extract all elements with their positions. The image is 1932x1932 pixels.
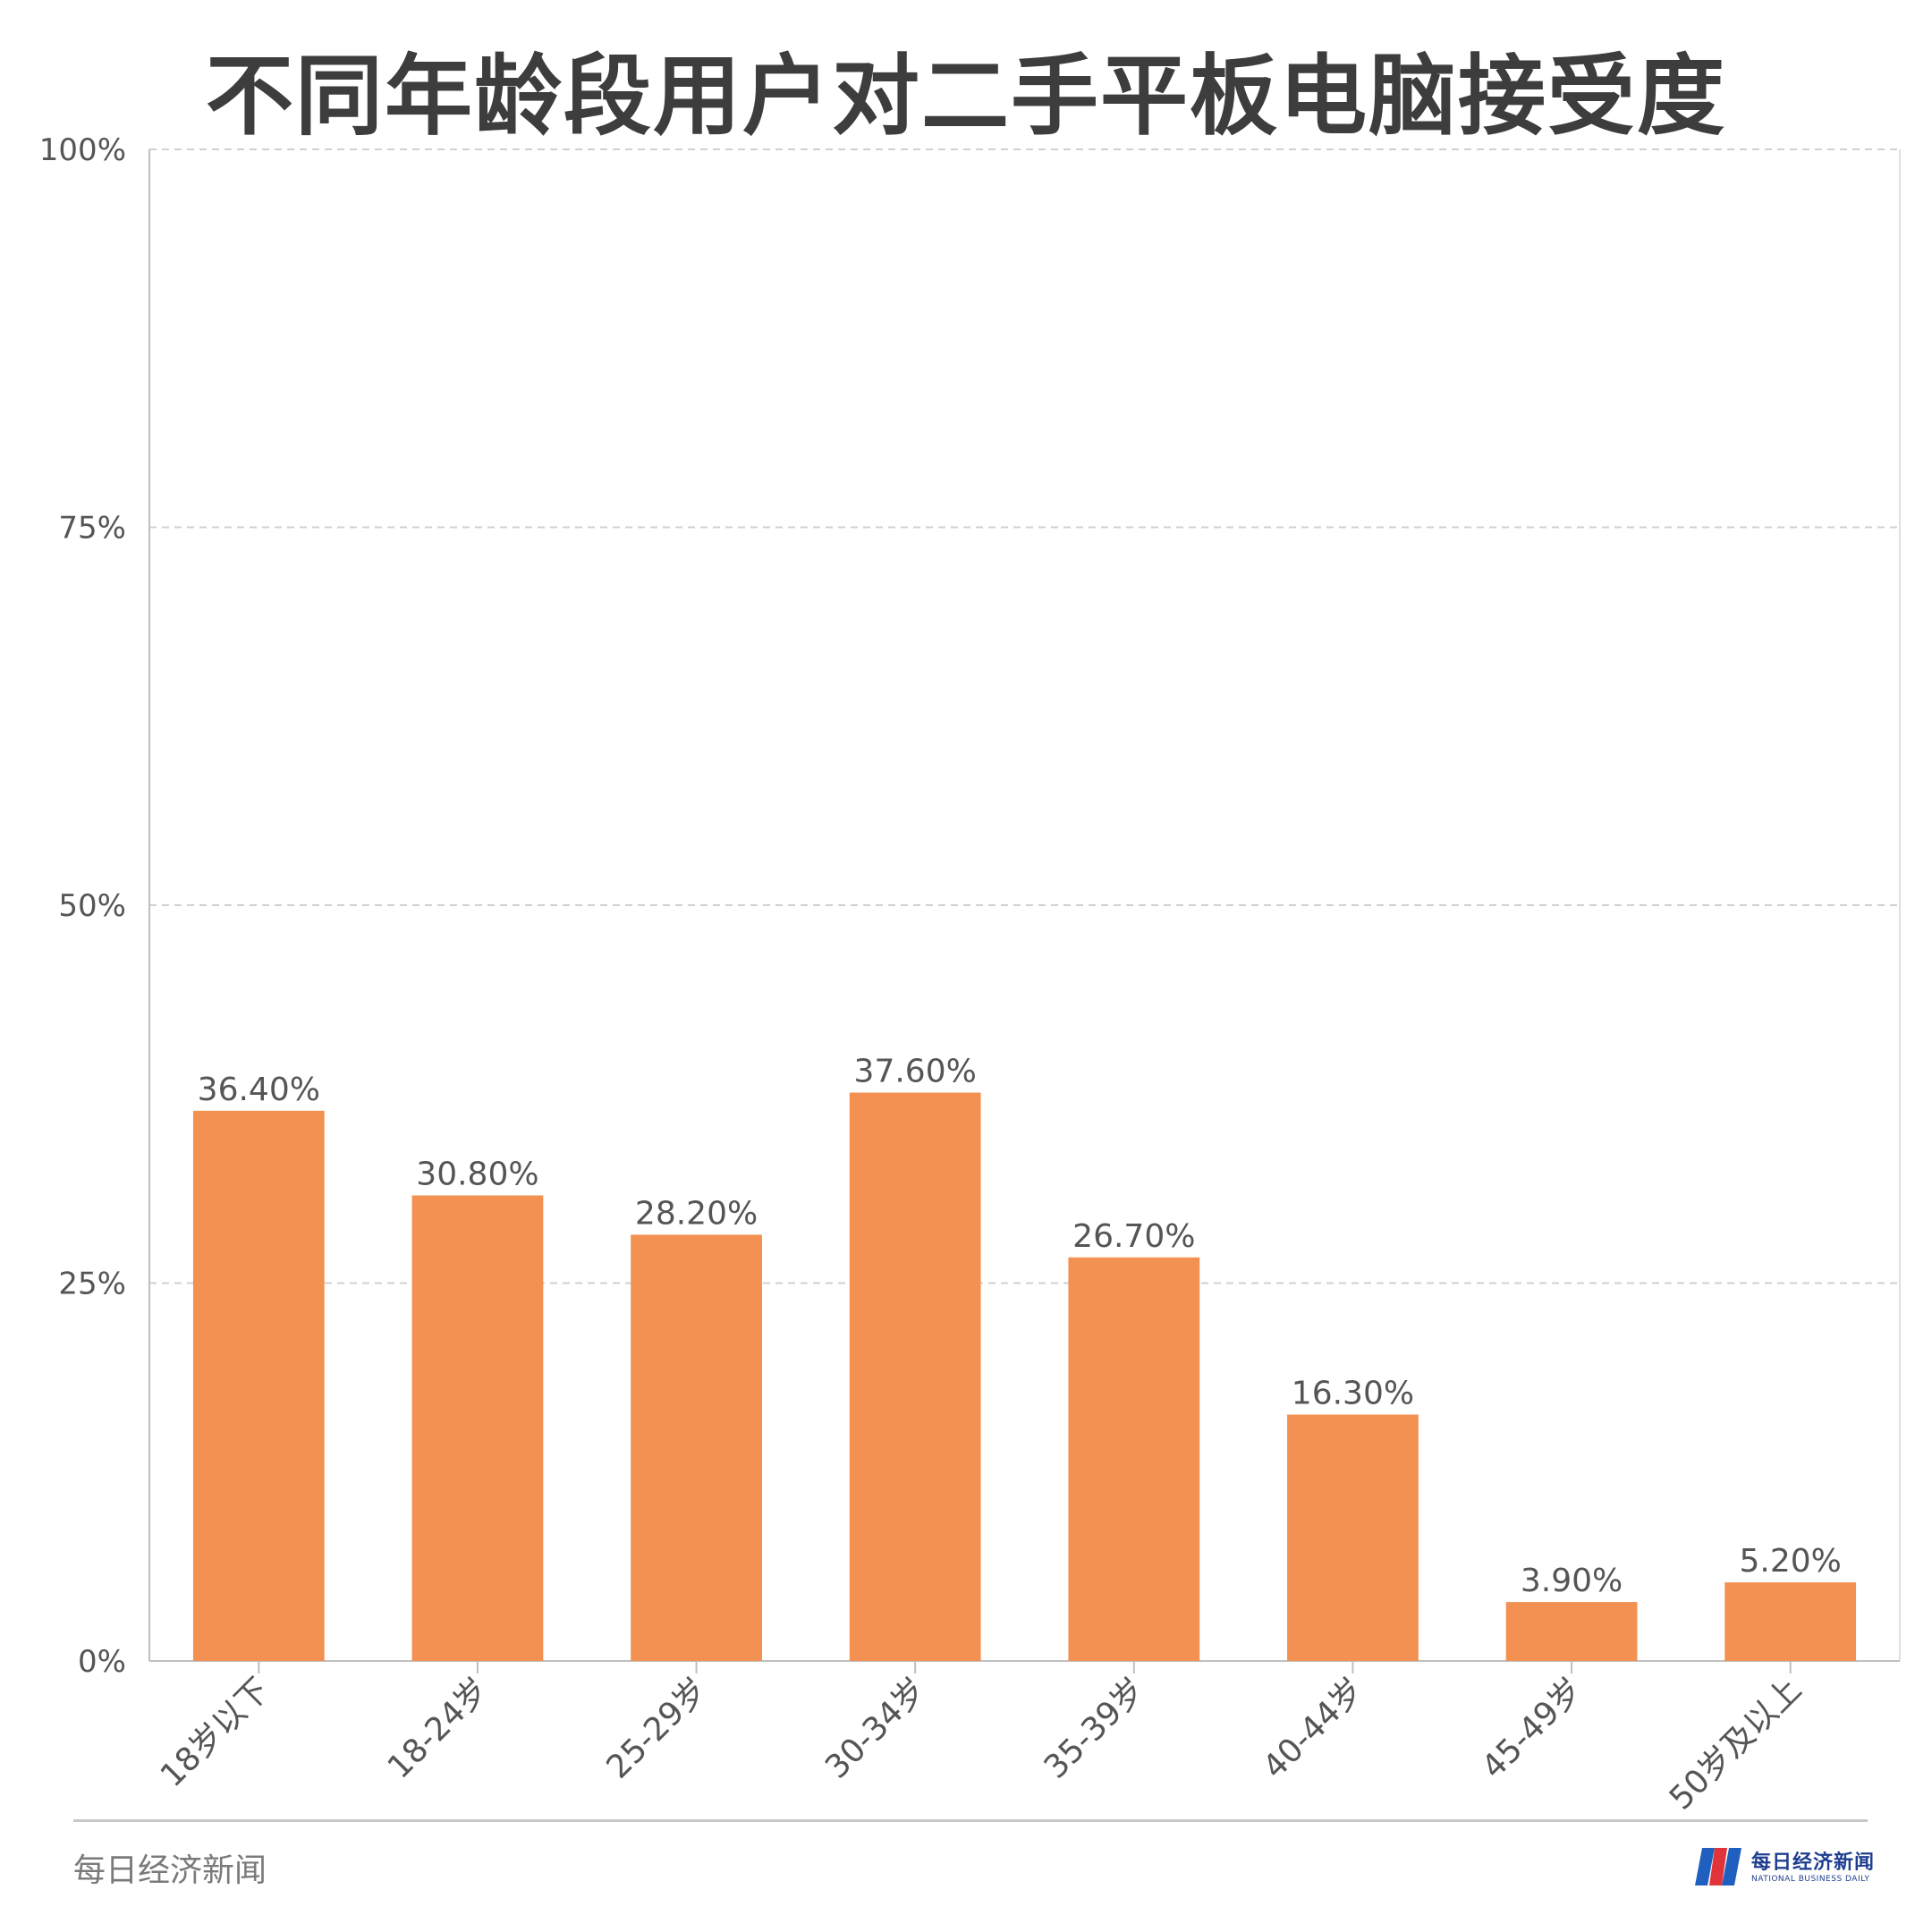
data-label: 30.80% [416,1156,538,1192]
x-tick-label: 40-44岁 [1256,1671,1370,1785]
x-tick-label: 25-29岁 [600,1671,715,1785]
bar [1068,1257,1200,1661]
data-label: 5.20% [1740,1543,1842,1580]
footer-divider [73,1819,1868,1822]
x-tick-label: 18-24岁 [381,1671,496,1785]
source-text: 每日经济新闻 [73,1852,267,1889]
x-tick-label: 18岁以下 [154,1671,277,1794]
data-label: 28.20% [635,1195,758,1232]
bar [192,1110,325,1661]
bar [849,1092,981,1661]
data-label: 16.30% [1292,1376,1414,1412]
bar [411,1195,544,1661]
x-tick-label: 30-34岁 [818,1671,933,1785]
bar [1724,1582,1857,1661]
y-tick-label: 100% [39,132,126,168]
logo-subtitle: NATIONAL BUSINESS DAILY [1751,1875,1870,1884]
data-label: 36.40% [198,1072,320,1108]
brand-logo-icon [1695,1848,1741,1885]
x-tick-label: 35-39岁 [1038,1671,1152,1785]
data-label: 3.90% [1521,1563,1623,1599]
x-tick-label: 45-49岁 [1475,1671,1589,1785]
y-tick-label: 25% [58,1267,126,1302]
bar [1287,1414,1419,1661]
bar [1505,1602,1638,1661]
y-tick-label: 50% [58,888,126,924]
bar [631,1234,762,1661]
y-tick-label: 0% [78,1644,126,1680]
y-tick-label: 75% [58,511,126,547]
logo-name: 每日经济新闻 [1751,1851,1876,1874]
x-tick-label: 50岁及以上 [1663,1671,1809,1817]
data-label: 26.70% [1072,1218,1195,1255]
data-label: 37.60% [854,1054,977,1090]
chart-title: 不同年龄段用户对二手平板电脑接受度 [205,46,1726,148]
